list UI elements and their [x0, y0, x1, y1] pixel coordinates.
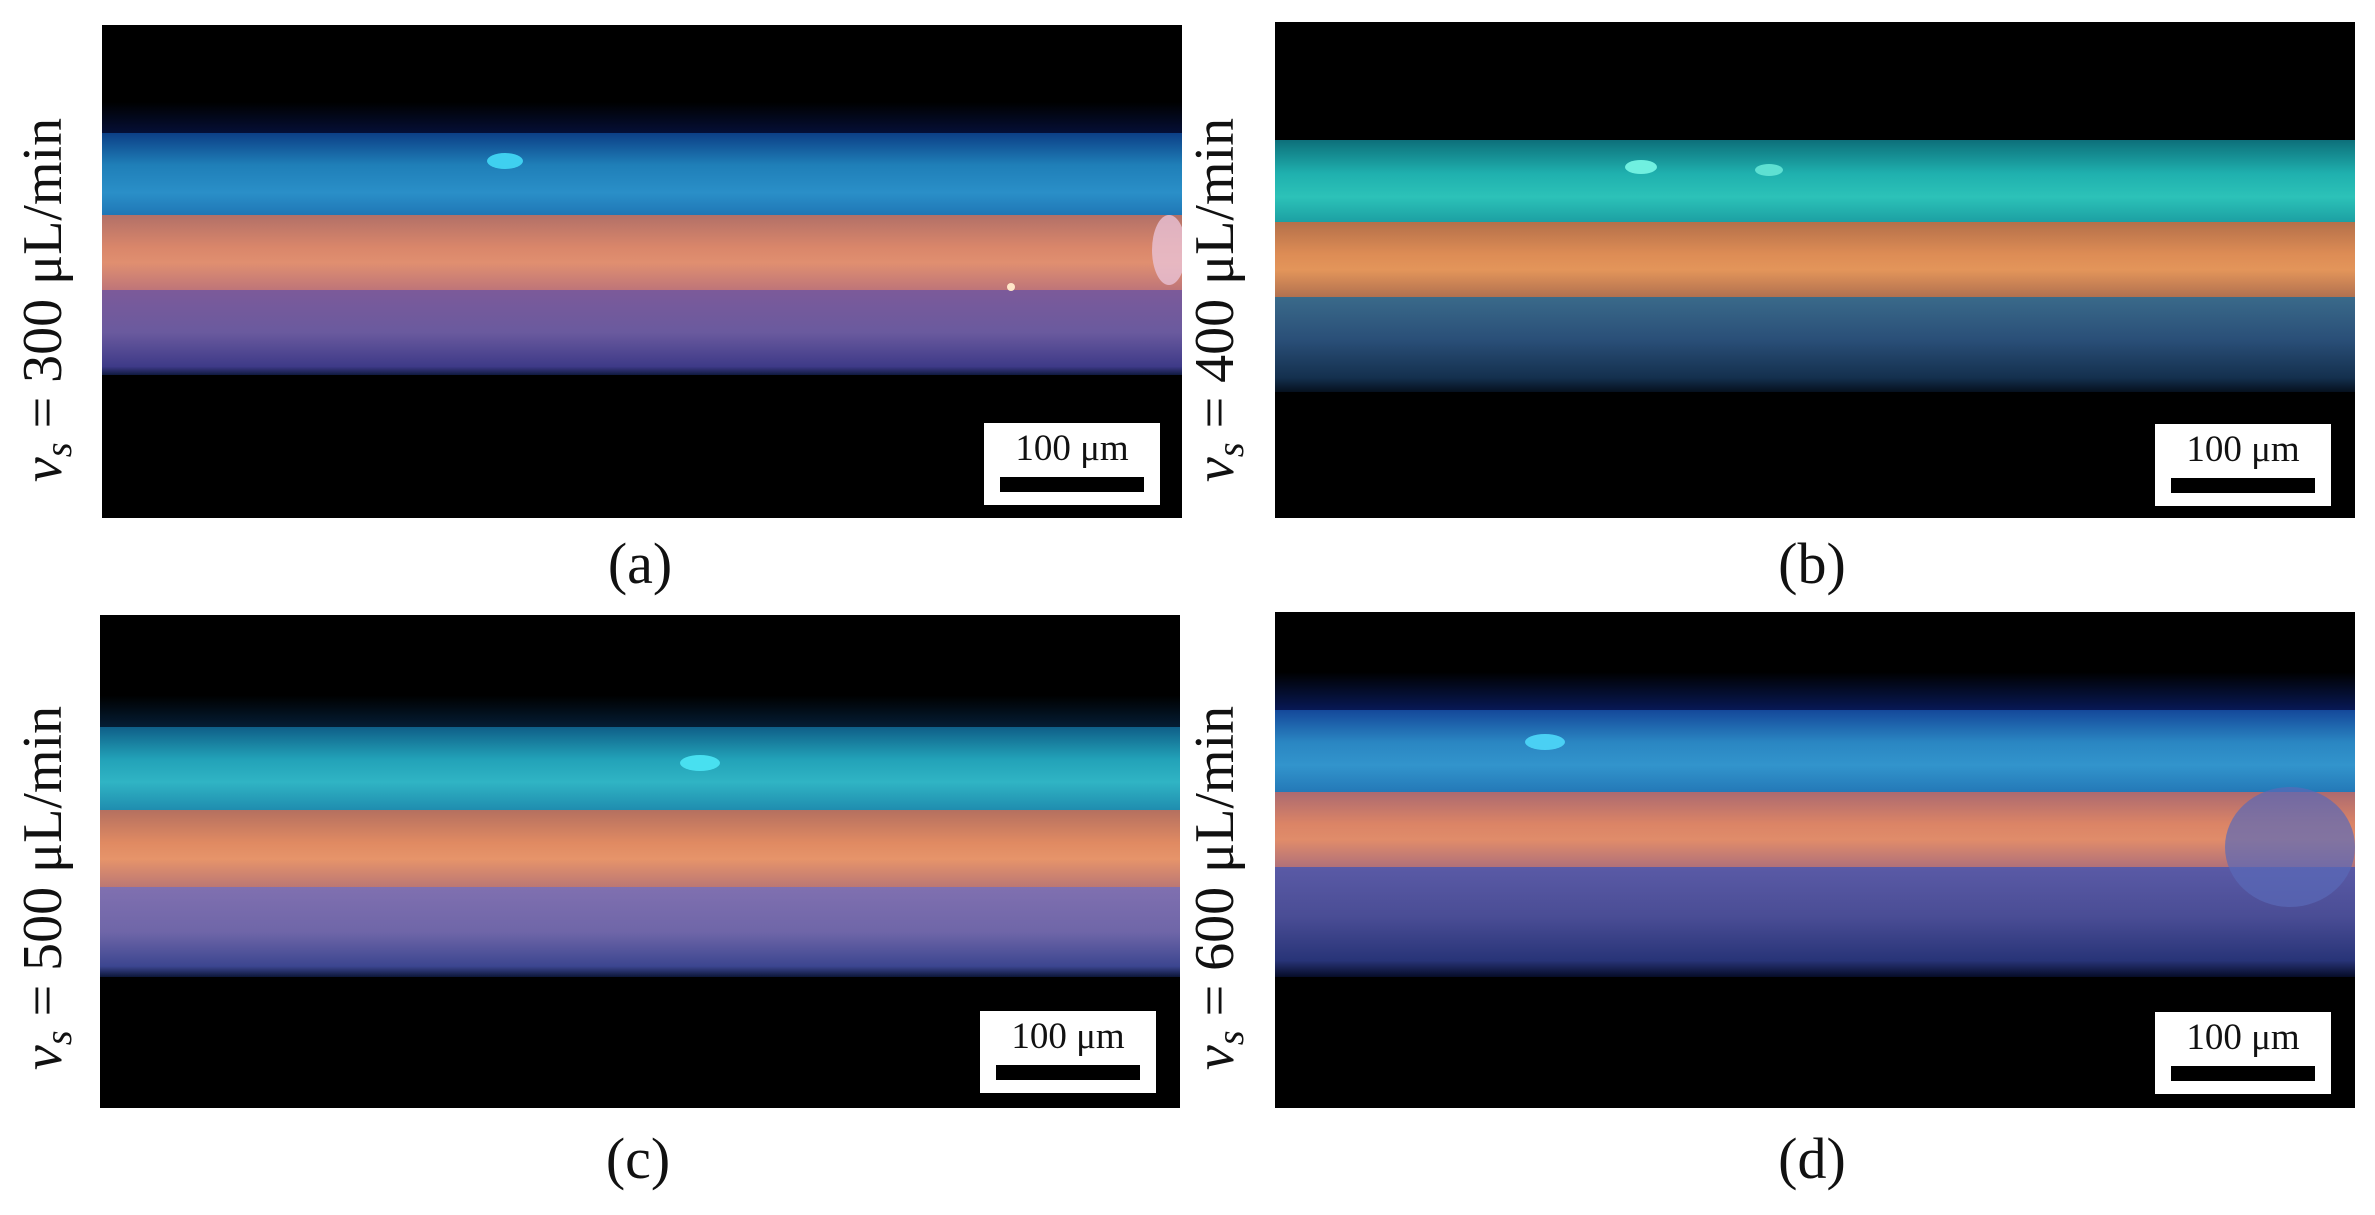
- panel-letter-c: (c): [605, 1126, 671, 1191]
- bottom-band: [1275, 297, 2355, 392]
- scale-bar-b: 100 μm: [2155, 424, 2331, 506]
- middle-band: [1275, 222, 2355, 302]
- top-band: [1275, 710, 2355, 802]
- scale-bar-label: 100 μm: [1015, 428, 1129, 469]
- scale-bar-label: 100 μm: [2186, 1017, 2300, 1058]
- bottom-band: [102, 290, 1182, 375]
- flow-rate-label-d: vs = 600 μL/min: [1184, 705, 1252, 1071]
- scale-bar-label: 100 μm: [1011, 1016, 1125, 1057]
- micrograph-c: 100 μm: [100, 615, 1180, 1108]
- middle-band: [102, 215, 1182, 295]
- top-band: [102, 133, 1182, 225]
- scale-bar-line: [2171, 1066, 2315, 1081]
- micrograph-d: 100 μm: [1275, 612, 2355, 1108]
- middle-band: [100, 810, 1180, 892]
- scale-bar-line: [996, 1065, 1140, 1080]
- flow-rate-label-b: vs = 400 μL/min: [1184, 117, 1252, 483]
- scale-bar-c: 100 μm: [980, 1011, 1156, 1093]
- bottom-band: [100, 887, 1180, 977]
- flow-rate-label-a: vs = 300 μL/min: [12, 117, 80, 483]
- top-band: [100, 727, 1180, 819]
- scale-bar-line: [1000, 477, 1144, 492]
- micrograph-a: 100 μm: [102, 25, 1182, 518]
- scale-bar-d: 100 μm: [2155, 1012, 2331, 1094]
- bottom-band: [1275, 867, 2355, 977]
- panel-letter-b: (b): [1778, 531, 1846, 596]
- panel-letter-a: (a): [607, 531, 673, 596]
- scale-bar-label: 100 μm: [2186, 429, 2300, 470]
- flow-rate-label-c: vs = 500 μL/min: [12, 705, 80, 1071]
- scale-bar-line: [2171, 478, 2315, 493]
- middle-band: [1275, 792, 2355, 872]
- scale-bar-a: 100 μm: [984, 423, 1160, 505]
- panel-letter-d: (d): [1778, 1126, 1846, 1191]
- top-band: [1275, 140, 2355, 235]
- micrograph-b: 100 μm: [1275, 22, 2355, 518]
